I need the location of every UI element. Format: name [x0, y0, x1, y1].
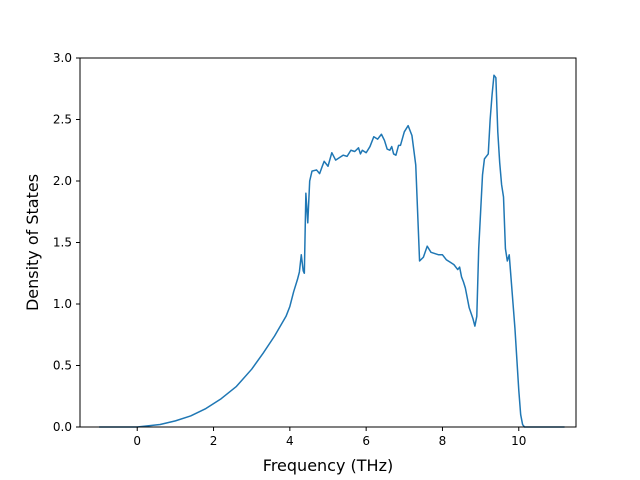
y-tick-label: 3.0 — [53, 51, 72, 65]
dos-series-line — [99, 74, 565, 428]
x-tick-label: 8 — [439, 434, 447, 448]
y-tick-label: 2.5 — [53, 113, 72, 127]
axes-frame — [79, 57, 577, 428]
x-axis-ticks: 0 2 4 6 8 10 — [133, 427, 526, 448]
x-tick-label: 10 — [511, 434, 526, 448]
x-tick-label: 2 — [210, 434, 218, 448]
y-tick-label: 2.0 — [53, 174, 72, 188]
y-tick-label: 0.0 — [53, 420, 72, 434]
plot-area — [99, 74, 565, 428]
x-tick-label: 0 — [133, 434, 141, 448]
x-tick-label: 6 — [362, 434, 370, 448]
y-axis-label: Density of States — [23, 174, 42, 311]
y-tick-label: 0.5 — [53, 359, 72, 373]
y-axis-ticks: 0.0 0.5 1.0 1.5 2.0 2.5 3.0 — [53, 51, 80, 434]
x-tick-label: 4 — [286, 434, 294, 448]
y-tick-label: 1.5 — [53, 236, 72, 250]
x-axis-label: Frequency (THz) — [263, 456, 393, 475]
y-tick-label: 1.0 — [53, 297, 72, 311]
